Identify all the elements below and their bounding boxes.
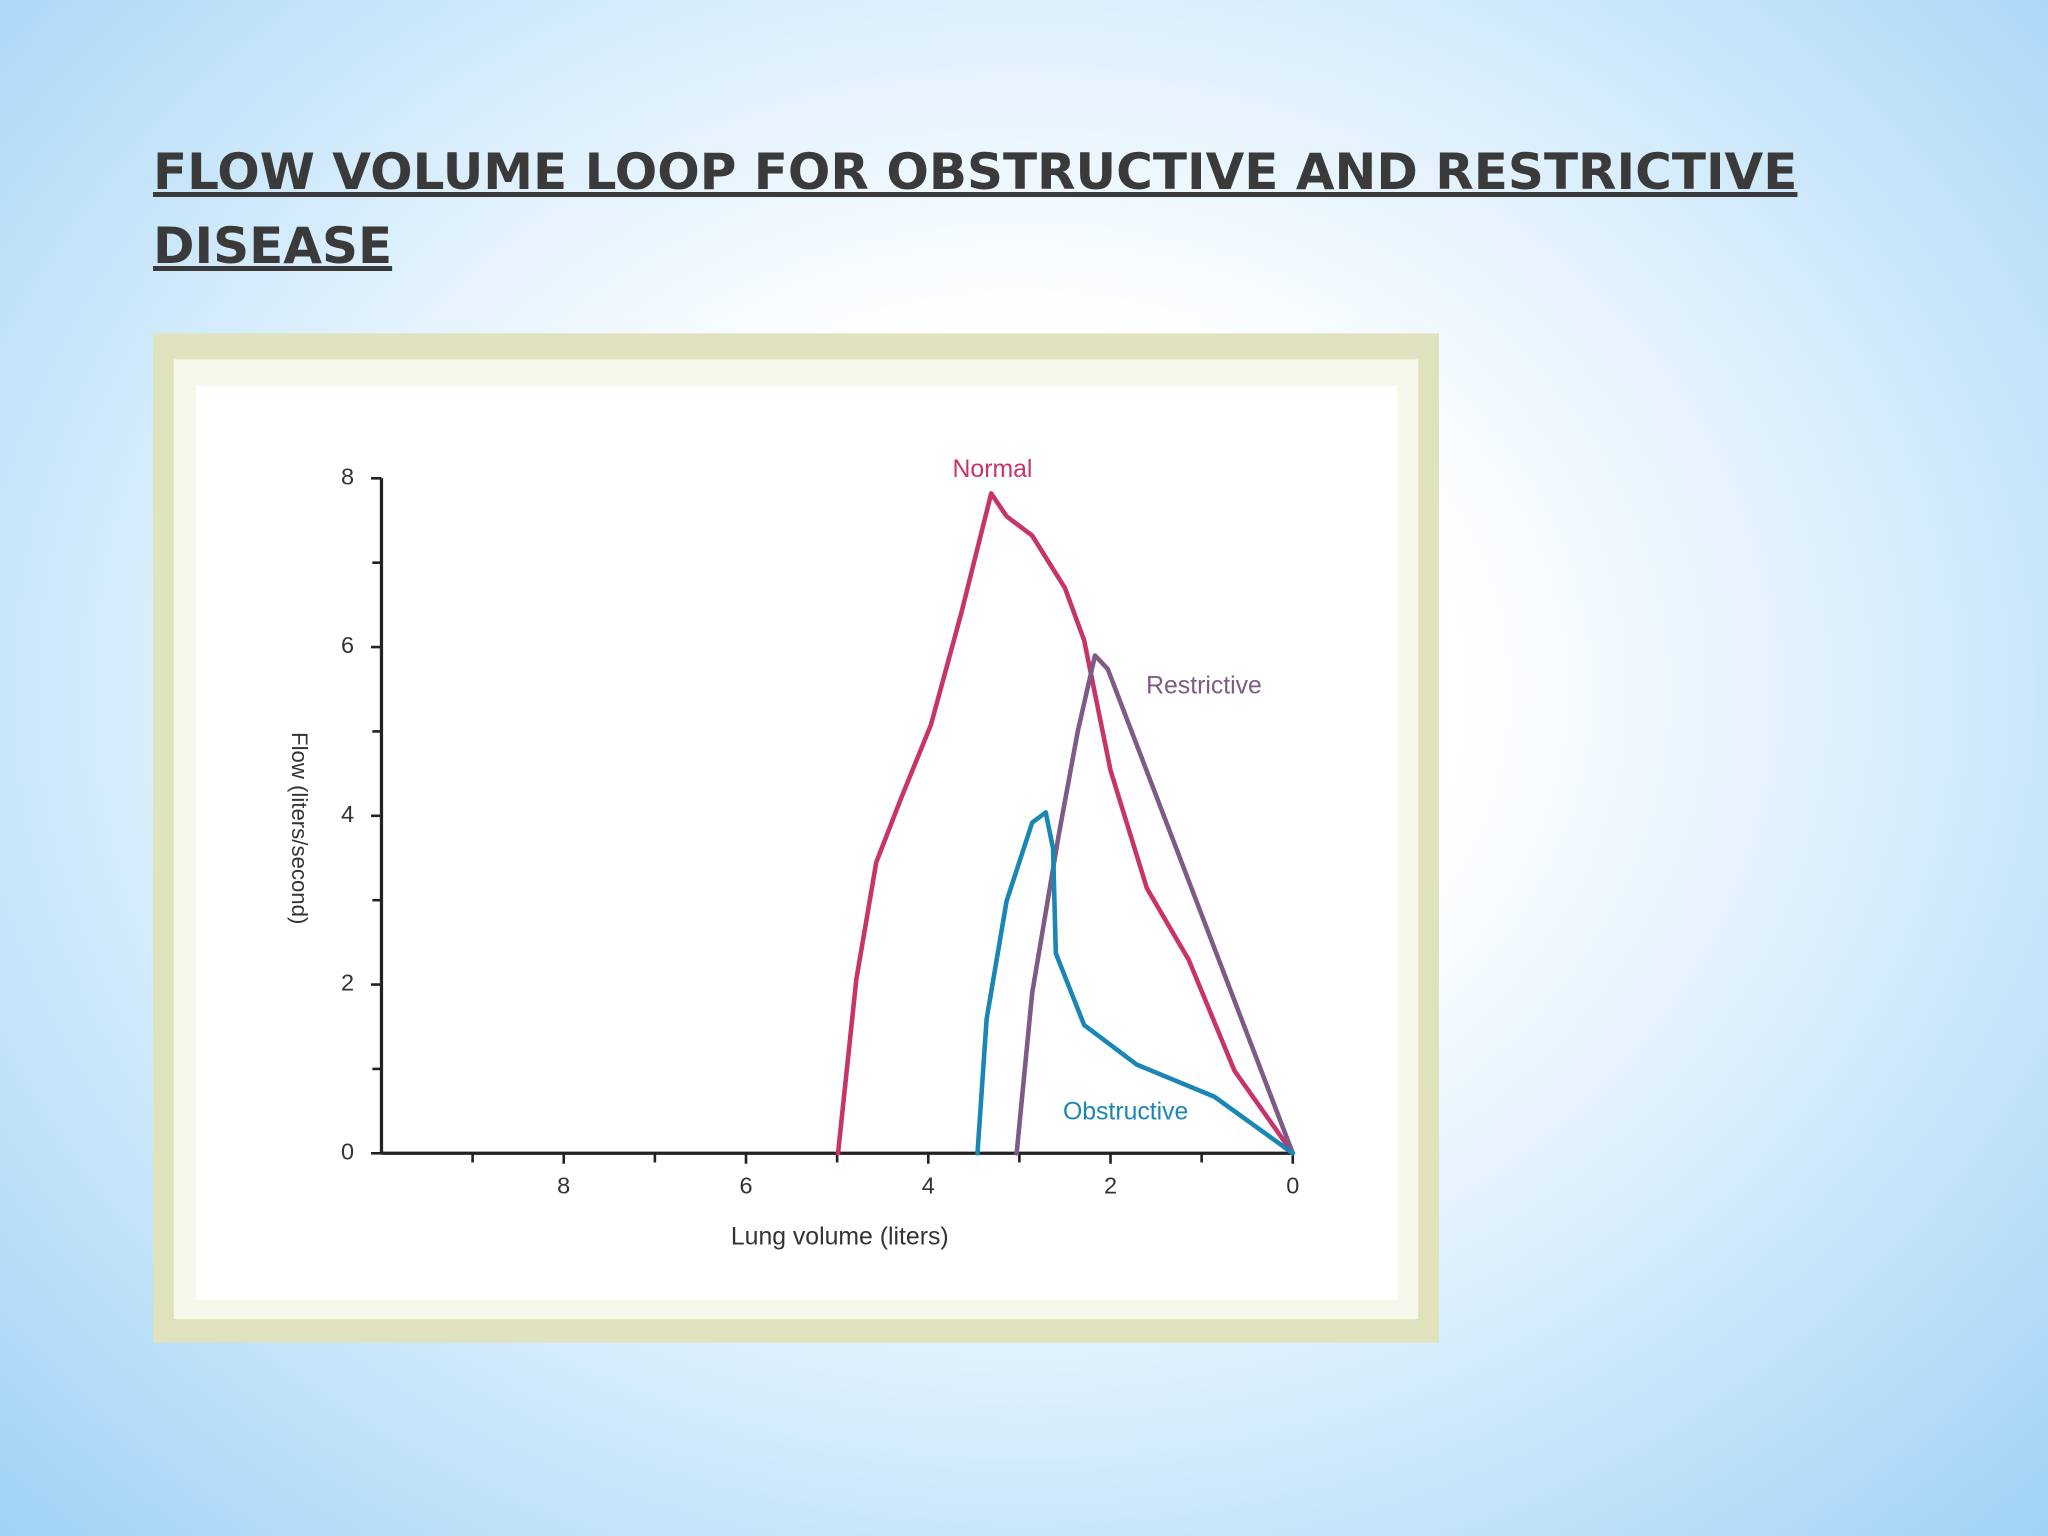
series-label: Restrictive — [1146, 673, 1262, 700]
x-tick-label: 0 — [1286, 1172, 1299, 1198]
y-axis-label: Flow (liters/second) — [287, 732, 312, 924]
y-tick-label: 6 — [341, 632, 354, 658]
x-tick-label: 4 — [922, 1172, 935, 1198]
series-line — [975, 810, 1296, 1156]
y-tick-label: 0 — [341, 1139, 354, 1165]
x-tick-label: 8 — [557, 1172, 570, 1198]
series-line — [1014, 653, 1296, 1156]
slide-title: FLOW VOLUME LOOP FOR OBSTRUCTIVE AND RES… — [153, 143, 1798, 275]
y-tick-label: 4 — [341, 801, 354, 827]
x-tick-label: 6 — [739, 1172, 752, 1198]
series-line — [835, 491, 1296, 1156]
y-tick-label: 2 — [341, 970, 354, 996]
chart: Lung volume (liters) Flow (liters/second… — [153, 333, 1439, 1343]
x-axis-label: Lung volume (liters) — [731, 1224, 949, 1251]
y-tick-label: 8 — [341, 464, 354, 490]
series-label: Obstructive — [1063, 1098, 1188, 1125]
plot-background — [196, 385, 1398, 1300]
x-tick-label: 2 — [1104, 1172, 1117, 1198]
series-label: Normal — [953, 456, 1033, 483]
